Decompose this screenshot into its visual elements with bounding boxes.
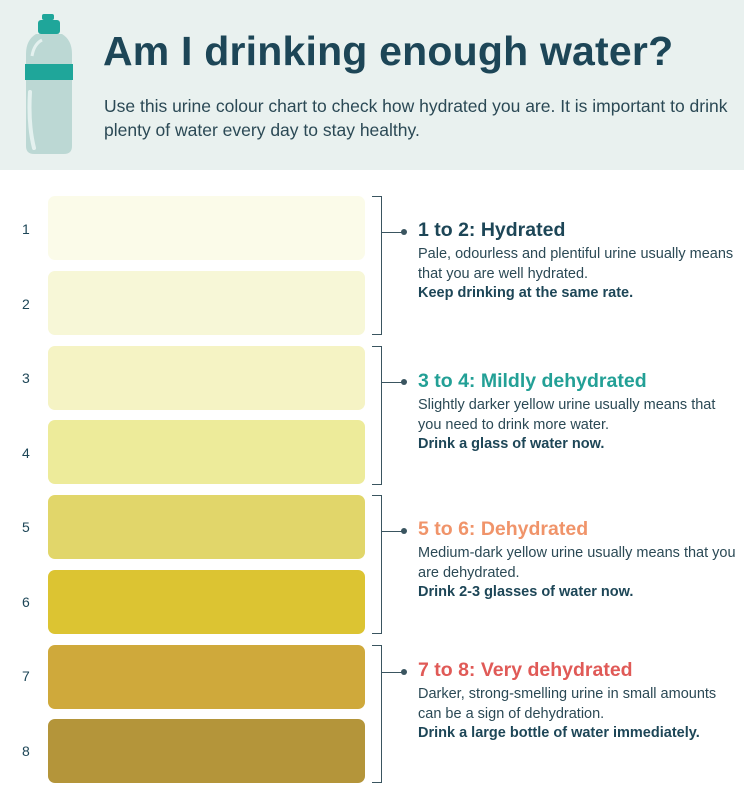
connector-dot [401,378,407,385]
group-action: Drink a glass of water now. [418,436,605,452]
colour-swatch [48,719,365,783]
connector-dot [401,527,407,534]
connector-line [382,527,407,534]
group-title: 5 to 6: Dehydrated [418,518,589,540]
colour-swatch [48,346,365,410]
colour-swatch [48,420,365,484]
connector-line [382,668,407,675]
connector-dot [401,668,407,675]
scale-number: 1 [22,221,30,237]
group-action: Keep drinking at the same rate. [418,285,634,301]
group-bracket [372,495,382,634]
water-bottle-icon [25,14,73,154]
group-mildly-dehydrated: 3 to 4: Mildly dehydrated Slightly darke… [418,370,738,455]
group-bracket [372,645,382,783]
scale-number: 7 [22,668,30,684]
colour-swatch [48,196,365,260]
connector-line [382,378,407,385]
scale-number: 5 [22,519,30,535]
page-title: Am I drinking enough water? [103,28,674,74]
colour-swatch [48,271,365,335]
group-title: 1 to 2: Hydrated [418,219,566,241]
group-description: Slightly darker yellow urine usually mea… [418,397,716,433]
scale-number: 8 [22,743,30,759]
connector-dot [401,228,407,235]
colour-swatch [48,495,365,559]
group-bracket [372,196,382,335]
colour-swatch [48,645,365,709]
group-hydrated: 1 to 2: Hydrated Pale, odourless and ple… [418,219,738,304]
header-banner: Am I drinking enough water? Use this uri… [0,0,744,170]
connector-line [382,228,407,235]
page-subtitle: Use this urine colour chart to check how… [104,96,728,140]
group-bracket [372,346,382,485]
scale-number: 3 [22,370,30,386]
group-description: Pale, odourless and plentiful urine usua… [418,246,734,282]
group-description: Medium-dark yellow urine usually means t… [418,545,736,581]
group-title: 7 to 8: Very dehydrated [418,659,633,681]
group-dehydrated: 5 to 6: Dehydrated Medium-dark yellow ur… [418,518,738,603]
scale-number: 2 [22,296,30,312]
group-very-dehydrated: 7 to 8: Very dehydrated Darker, strong-s… [418,659,738,744]
colour-swatch [48,570,365,634]
group-action: Drink 2-3 glasses of water now. [418,584,634,600]
group-title: 3 to 4: Mildly dehydrated [418,370,647,392]
scale-number: 6 [22,594,30,610]
group-description: Darker, strong-smelling urine in small a… [418,686,717,722]
group-action: Drink a large bottle of water immediatel… [418,725,700,741]
scale-number: 4 [22,445,30,461]
